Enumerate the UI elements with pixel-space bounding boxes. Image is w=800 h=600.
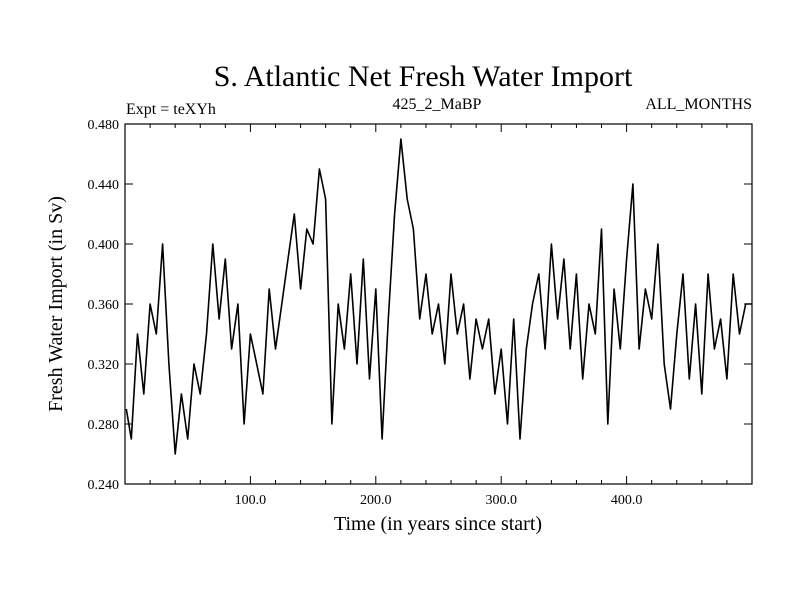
y-tick-label: 0.360: [88, 298, 120, 313]
period-label: 425_2_MaBP: [393, 96, 482, 113]
y-tick-label: 0.280: [88, 418, 120, 433]
x-tick-label: 300.0: [485, 493, 517, 508]
y-tick-label: 0.320: [88, 358, 120, 373]
y-axis-label: Fresh Water Import (in Sv): [45, 196, 67, 412]
series-line: [125, 138, 752, 455]
y-tick-label: 0.400: [88, 238, 120, 253]
x-axis-label: Time (in years since start): [334, 513, 542, 535]
chart-title: S. Atlantic Net Fresh Water Import: [214, 60, 633, 93]
y-tick-label: 0.480: [88, 118, 120, 133]
x-tick-label: 100.0: [235, 493, 267, 508]
y-axis: 0.240 0.280 0.320 0.360 0.400 0.440 0.480: [88, 118, 752, 493]
y-tick-label: 0.440: [88, 178, 120, 193]
experiment-label: Expt = teXYh: [126, 101, 216, 118]
y-tick-label: 0.240: [88, 478, 120, 493]
x-axis: 100.0 200.0 300.0 400.0: [149, 124, 728, 508]
x-tick-label: 200.0: [360, 493, 392, 508]
x-tick-label: 400.0: [611, 493, 643, 508]
months-label: ALL_MONTHS: [645, 96, 752, 113]
